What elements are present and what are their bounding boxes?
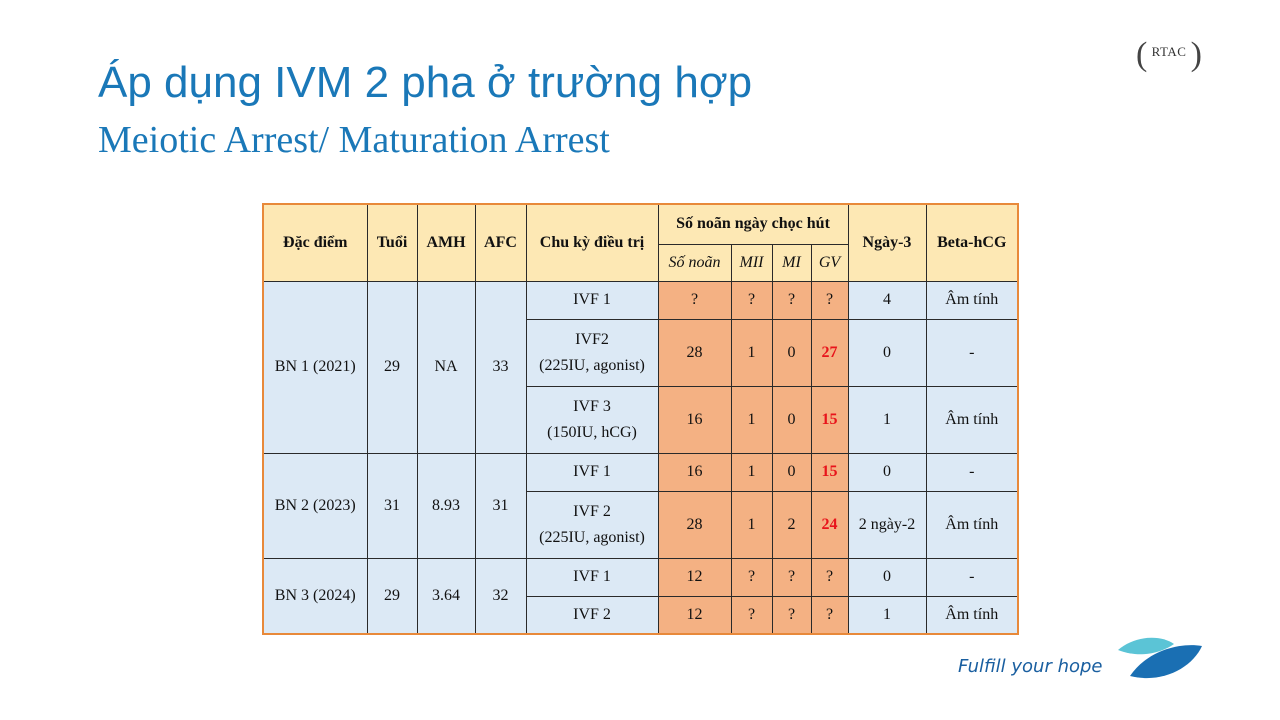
slide-title: Áp dụng IVM 2 pha ở trường hợp [98, 58, 753, 107]
beta-cell: Âm tính [925, 280, 1019, 320]
patient-age: 29 [366, 557, 418, 635]
oocytes-cell: 12 [657, 595, 732, 635]
cycle-label: IVF 2 [573, 605, 611, 623]
mi-cell: 0 [771, 318, 812, 387]
patient-age: 31 [366, 452, 418, 559]
mii-cell: ? [730, 280, 773, 320]
gv-cell: 24 [810, 490, 849, 559]
cycle-protocol: (225IU, agonist) [539, 356, 645, 374]
day3-cell: 1 [847, 385, 927, 454]
cycle-label: IVF 2 [573, 502, 611, 520]
mii-cell: 1 [730, 385, 773, 454]
header-mi: MI [771, 243, 812, 282]
cycle-cell: IVF 2 [525, 595, 659, 635]
table-row: IVF 2 (225IU, agonist) 28 1 2 24 2 ngày-2… [263, 490, 1019, 559]
patient-amh: 3.64 [416, 557, 476, 635]
slide-subtitle: Meiotic Arrest/ Maturation Arrest [98, 119, 610, 161]
beta-cell: Âm tính [925, 490, 1019, 559]
beta-cell: - [925, 318, 1019, 387]
table-row: BN 3 (2024) 29 3.64 32 IVF 1 12 ? ? ? 0 … [262, 557, 1019, 635]
mii-cell: ? [730, 557, 773, 597]
cycle-label: IVF 1 [573, 291, 611, 308]
patient-amh: NA [416, 280, 476, 454]
mi-cell: 0 [771, 452, 812, 492]
cycle-label: IVF 1 [573, 463, 611, 480]
header-afc: AFC [474, 203, 527, 282]
header-chu-ky: Chu kỳ điều trị [525, 203, 659, 282]
table-row: BN 1 (2021) 29 NA 33 IVF 1 ? ? ? ? 4 Âm … [262, 280, 1019, 454]
oocytes-cell: 16 [657, 452, 732, 492]
header-gv: GV [810, 243, 849, 282]
beta-cell: Âm tính [925, 595, 1019, 635]
oocytes-cell: ? [657, 280, 732, 320]
patient-amh: 8.93 [416, 452, 476, 559]
results-table: Đặc điểm Tuổi AMH AFC Chu kỳ điều trị Số… [262, 203, 1019, 635]
gv-cell: ? [810, 595, 849, 635]
patient-age: 29 [366, 280, 418, 454]
patient-afc: 33 [474, 280, 527, 454]
logo-paren-right: ) [1190, 36, 1202, 73]
oocytes-cell: 28 [657, 490, 732, 559]
cycle-label: IVF 1 [573, 568, 611, 585]
cycle-label: IVF 3 [573, 397, 611, 415]
cycle-protocol: (150IU, hCG) [547, 423, 637, 441]
cycle-cell: IVF 3 (150IU, hCG) [525, 385, 659, 454]
logo-paren-left: ( [1136, 36, 1148, 73]
gv-cell: 15 [810, 385, 849, 454]
day3-cell: 2 ngày-2 [847, 490, 927, 559]
table-row: IVF 3 (150IU, hCG) 16 1 0 15 1 Âm tính [263, 385, 1019, 454]
gv-cell: 15 [810, 452, 849, 492]
cycle-protocol: (225IU, agonist) [539, 528, 645, 546]
logo-text: RTAC [1151, 44, 1187, 59]
cycle-cell: IVF 1 [525, 557, 659, 597]
beta-cell: Âm tính [925, 385, 1019, 454]
cycle-cell: IVF2 (225IU, agonist) [525, 318, 659, 387]
mii-cell: 1 [730, 318, 773, 387]
mii-cell: 1 [730, 452, 773, 492]
day3-cell: 1 [847, 595, 927, 635]
mii-cell: 1 [730, 490, 773, 559]
table-row: BN 2 (2023) 31 8.93 31 IVF 1 16 1 0 15 0… [262, 452, 1019, 559]
mi-cell: 2 [771, 490, 812, 559]
header-so-noan-group: Số noãn ngày chọc hút [657, 203, 849, 245]
table-row: IVF 2 12 ? ? ? 1 Âm tính [263, 595, 1019, 635]
header-ngay3: Ngày-3 [847, 203, 927, 282]
gv-cell: ? [810, 280, 849, 320]
oocytes-cell: 16 [657, 385, 732, 454]
mi-cell: ? [771, 595, 812, 635]
mi-cell: ? [771, 557, 812, 597]
header-tuoi: Tuổi [366, 203, 418, 282]
day3-cell: 4 [847, 280, 927, 320]
table-row: IVF2 (225IU, agonist) 28 1 0 27 0 - [263, 318, 1019, 387]
patient-name: BN 2 (2023) [262, 452, 368, 559]
header-amh: AMH [416, 203, 476, 282]
gv-cell: 27 [810, 318, 849, 387]
day3-cell: 0 [847, 318, 927, 387]
day3-cell: 0 [847, 452, 927, 492]
header-so-noan: Số noãn [657, 243, 732, 282]
patient-afc: 32 [474, 557, 527, 635]
gv-cell: ? [810, 557, 849, 597]
day3-cell: 0 [847, 557, 927, 597]
cycle-cell: IVF 1 [525, 280, 659, 320]
beta-cell: - [925, 557, 1019, 597]
patient-name: BN 3 (2024) [262, 557, 368, 635]
header-dac-diem: Đặc điểm [262, 203, 368, 282]
leaf-logo-icon [1118, 637, 1202, 679]
oocytes-cell: 12 [657, 557, 732, 597]
mi-cell: 0 [771, 385, 812, 454]
patient-name: BN 1 (2021) [262, 280, 368, 454]
header-beta: Beta-hCG [925, 203, 1019, 282]
mi-cell: ? [771, 280, 812, 320]
rtac-logo: ( RTAC ) [1136, 36, 1202, 84]
mii-cell: ? [730, 595, 773, 635]
cycle-label: IVF2 [575, 330, 609, 348]
cycle-cell: IVF 2 (225IU, agonist) [525, 490, 659, 559]
patient-afc: 31 [474, 452, 527, 559]
tagline: Fulfill your hope [958, 656, 1103, 677]
header-mii: MII [730, 243, 773, 282]
beta-cell: - [925, 452, 1019, 492]
oocytes-cell: 28 [657, 318, 732, 387]
cycle-cell: IVF 1 [525, 452, 659, 492]
